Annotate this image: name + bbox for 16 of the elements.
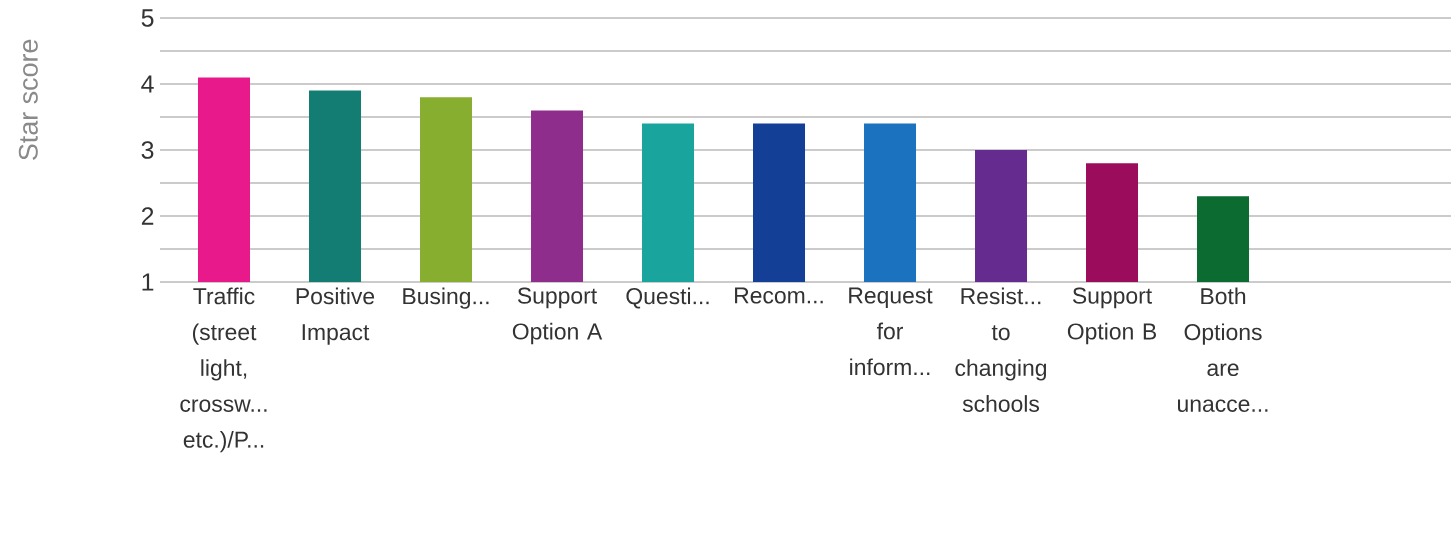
x-tick-label: Busing...: [403, 287, 489, 309]
y-tick-label: 5: [141, 9, 154, 27]
y-tick-label: 2: [141, 207, 154, 225]
x-tick-label: Positive Impact: [296, 287, 375, 345]
y-axis-title: Star score: [18, 39, 38, 160]
x-tick-label: Recom...: [735, 287, 823, 304]
y-tick-label: 4: [141, 75, 154, 93]
x-tick-label: Questi...: [626, 287, 709, 309]
y-tick-label: 3: [141, 141, 154, 159]
y-tick-label: 1: [142, 273, 154, 291]
x-tick-label: Support Option B: [1067, 287, 1157, 345]
x-tick-label: Support Option A: [512, 287, 603, 345]
x-tick-label: Request for inform...: [849, 287, 933, 376]
x-tick-label: Both Options are unacce...: [1178, 287, 1268, 412]
x-tick-label: Traffic (street light, crossw... etc.)/P...: [180, 287, 267, 453]
x-tick-label: Resist... to changing schools: [955, 287, 1047, 412]
